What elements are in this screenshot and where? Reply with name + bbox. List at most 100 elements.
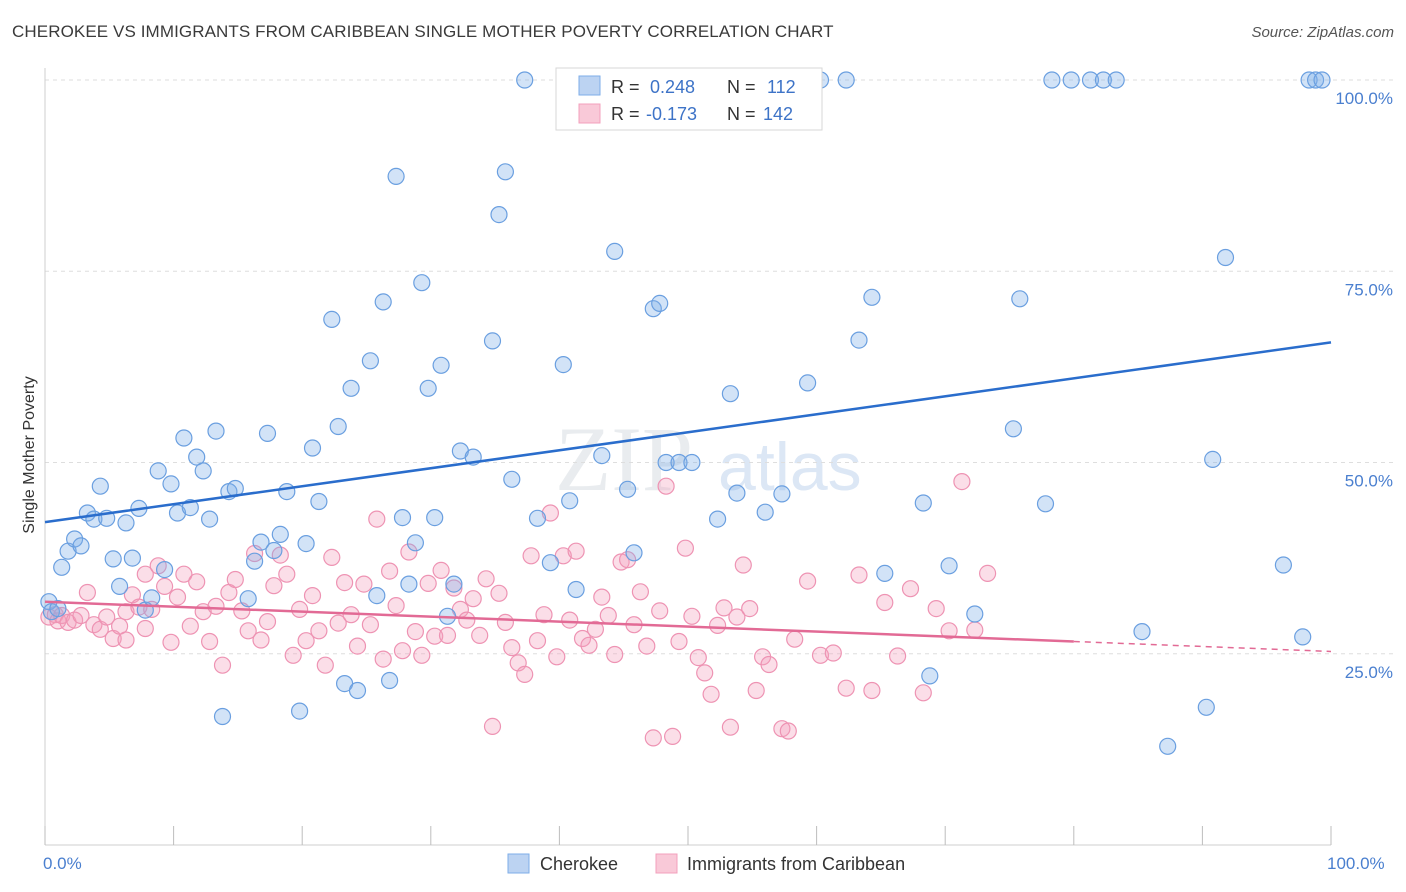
cherokee-point (567, 580, 585, 599)
cherokee-point (1216, 248, 1235, 267)
cherokee-point (342, 379, 360, 397)
caribbean-point (168, 588, 187, 606)
cherokee-point (271, 525, 289, 544)
cherokee-point (541, 554, 560, 572)
caribbean-point (953, 473, 971, 491)
cherokee-point (413, 274, 431, 292)
cherokee-point (310, 492, 328, 511)
caribbean-point (207, 597, 225, 615)
caribbean-point (464, 590, 482, 608)
caribbean-point (728, 608, 746, 626)
caribbean-point (374, 650, 392, 668)
caribbean-point (638, 637, 656, 655)
cherokee-point (246, 552, 264, 570)
cherokee-point (528, 509, 547, 527)
caribbean-point (477, 570, 495, 588)
caribbean-points (40, 473, 997, 747)
caribbean-point (651, 602, 669, 620)
cherokee-point (728, 484, 746, 502)
y-tick-label: 75.0% (1345, 280, 1393, 299)
caribbean-point (400, 543, 418, 561)
cherokee-point (618, 480, 637, 498)
y-tick-labels: 25.0% 50.0% 75.0% 100.0% (1335, 89, 1393, 682)
caribbean-point (381, 562, 399, 580)
caribbean-point (393, 642, 412, 660)
caribbean-point (612, 553, 630, 571)
caribbean-point (914, 684, 932, 702)
caribbean-point (966, 621, 984, 639)
cherokee-point (406, 534, 424, 552)
cherokee-point (606, 242, 624, 260)
caribbean-point (201, 632, 219, 651)
cherokee-point (940, 557, 958, 575)
cherokee-point (593, 447, 611, 465)
caribbean-point (599, 606, 617, 625)
caribbean-point (888, 647, 907, 665)
cherokee-point (1294, 628, 1312, 646)
chart-title: CHEROKEE VS IMMIGRANTS FROM CARIBBEAN SI… (12, 22, 834, 41)
cherokee-point (387, 167, 405, 185)
caribbean-point (850, 566, 868, 584)
cherokee-point (1274, 556, 1293, 574)
legend-r-label-1: R = (611, 77, 640, 97)
cherokee-point (252, 533, 270, 551)
cherokee-point (162, 475, 180, 493)
bottom-legend-label-cherokee: Cherokee (540, 854, 618, 874)
cherokee-point (1036, 495, 1055, 513)
cherokee-point (104, 550, 122, 568)
cherokee-point (329, 417, 347, 436)
caribbean-point (901, 580, 920, 598)
caribbean-point (336, 573, 354, 592)
cherokee-point (554, 356, 572, 374)
cherokee-point (156, 560, 174, 579)
caribbean-point (368, 510, 386, 528)
caribbean-point (876, 593, 894, 612)
cherokee-point (1043, 71, 1061, 89)
caribbean-point (297, 632, 315, 650)
cherokee-point (966, 605, 984, 623)
caribbean-point (824, 644, 842, 662)
caribbean-point (663, 727, 682, 746)
caribbean-trend-line (44, 600, 1074, 643)
cherokee-point (278, 483, 296, 501)
cherokee-point (483, 332, 502, 350)
cherokee-point (258, 424, 277, 442)
caribbean-point (361, 616, 379, 634)
cherokee-point (1300, 71, 1318, 89)
caribbean-point (496, 613, 514, 632)
legend-n-label-1: N = (727, 77, 756, 97)
caribbean-point (683, 607, 701, 625)
legend-n-value-1: 112 (767, 77, 796, 97)
legend-r-value-1: 0.248 (650, 77, 695, 97)
cherokee-point (1306, 71, 1325, 89)
cherokee-point (368, 586, 386, 605)
cherokee-point (123, 549, 141, 567)
caribbean-point (110, 617, 129, 635)
cherokee-point (201, 510, 219, 528)
caribbean-point (541, 504, 560, 522)
bottom-legend-swatch-cherokee (507, 853, 530, 874)
grid (45, 79, 1393, 655)
caribbean-point (72, 606, 90, 625)
caribbean-point (162, 633, 180, 651)
cherokee-point (1062, 71, 1080, 89)
caribbean-point (432, 561, 450, 580)
cherokee-point (837, 71, 855, 89)
y-axis-label: Single Mother Poverty (21, 376, 38, 533)
cherokee-point (291, 702, 309, 720)
caribbean-point (413, 646, 431, 664)
caribbean-point (458, 611, 476, 629)
cherokee-point (361, 352, 379, 370)
caribbean-point (580, 636, 598, 654)
legend-swatch-caribbean (578, 103, 601, 124)
cherokee-point (708, 510, 727, 528)
cherokee-point (265, 541, 283, 560)
caribbean-point (278, 565, 296, 583)
caribbean-point (670, 632, 688, 651)
x-tick-label-max: 100.0% (1327, 854, 1385, 873)
cherokee-point (683, 453, 701, 472)
cherokee-point (207, 422, 225, 440)
caribbean-point (927, 599, 945, 618)
caribbean-point (490, 584, 508, 602)
cherokee-point (149, 462, 167, 480)
